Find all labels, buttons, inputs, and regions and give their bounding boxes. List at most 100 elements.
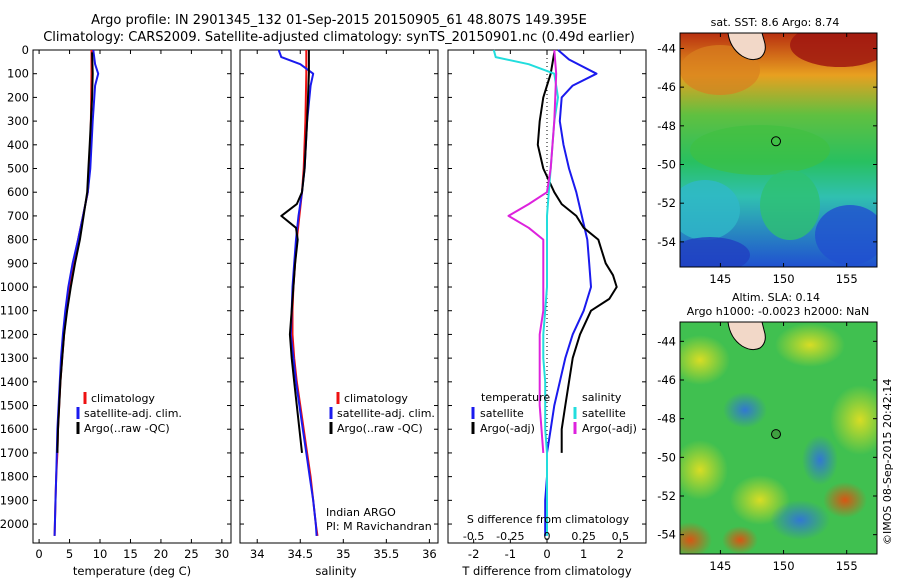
x-tick-label: 15 — [123, 547, 138, 561]
x-tick-label: 34 — [250, 547, 265, 561]
s-difference-ticks: -0.5 -0.25 0 0.25 0.5 — [463, 530, 629, 543]
y-tick-label: 1300 — [0, 351, 29, 365]
x-tick-label: 10 — [93, 547, 108, 561]
argo-location-marker — [771, 429, 781, 440]
y-tick-label: 1700 — [0, 446, 29, 460]
x-tick-label: 25 — [184, 547, 199, 561]
sla-map-frame — [679, 321, 878, 555]
sla-map-title: Altim. SLA: 0.14 — [732, 291, 820, 304]
sst-map-ticks: 145 150 155 -44 -46 -48 -50 -52 -54 — [657, 33, 877, 286]
legend-group-temperature: temperature — [481, 391, 550, 404]
map-x-tick-label: 145 — [709, 272, 731, 286]
sst-heatmap — [680, 33, 877, 267]
legend-label-satellite: satellite-adj. clim. — [84, 407, 182, 420]
series-line-argo-raw-qc- — [280, 50, 310, 454]
salinity-series — [277, 49, 319, 537]
difference-panel: -2 -1 0 1 2 T difference from climatology S … — [447, 49, 647, 578]
salinity-legend: climatology satellite-adj. clim. Argo(..… — [329, 392, 435, 435]
y-tick-label: 400 — [7, 138, 29, 152]
temperature-axes-frame — [32, 49, 232, 544]
series-line-satellite-adj-clim- — [53, 49, 100, 536]
x-tick-label: 36 — [422, 547, 437, 561]
map-x-tick-label: 145 — [709, 559, 731, 573]
legend-label-sal-satellite: satellite — [582, 407, 626, 420]
s-tick-label: -0.5 — [463, 530, 484, 543]
sst-map-frame — [679, 32, 878, 268]
legend-label-argo: Argo(..raw -QC) — [337, 422, 423, 435]
sst-map-title: sat. SST: 8.6 Argo: 8.74 — [711, 16, 840, 29]
sla-heatmap — [680, 322, 877, 554]
map-y-tick-label: -50 — [657, 450, 676, 464]
y-tick-label: 1400 — [0, 375, 29, 389]
y-tick-label: 2000 — [0, 517, 29, 531]
pi-annotation: PI: M Ravichandran — [326, 520, 432, 533]
map-y-tick-label: -48 — [657, 412, 676, 426]
x-tick-label: 5 — [66, 547, 73, 561]
legend-label-argo: Argo(..raw -QC) — [84, 422, 170, 435]
credit-stamp: ©IMOS 08-Sep-2015 20:42:14 — [881, 379, 894, 545]
salinity-panel: 34 34.5 35 35.5 36 salinity climatology sate… — [239, 49, 439, 578]
map-y-tick-label: -54 — [657, 235, 676, 249]
y-tick-label: 700 — [7, 209, 29, 223]
legend-group-salinity: salinity — [582, 391, 622, 404]
map-y-tick-label: -44 — [657, 334, 676, 348]
y-tick-label: 1100 — [0, 304, 29, 318]
difference-ticks: -2 -1 0 1 2 — [448, 49, 646, 561]
y-tick-label: 1000 — [0, 280, 29, 294]
salinity-axes-frame — [239, 49, 439, 544]
y-tick-label: 300 — [7, 114, 29, 128]
sst-map-panel: sat. SST: 8.6 Argo: 8.74 145 150 155 -44 -46… — [657, 16, 878, 286]
map-y-tick-label: -46 — [657, 80, 676, 94]
salinity-xlabel: salinity — [315, 564, 356, 578]
x-tick-label: 30 — [215, 547, 230, 561]
sla-map-subtitle: Argo h1000: -0.0023 h2000: NaN — [687, 305, 870, 318]
temperature-xlabel: temperature (deg C) — [73, 564, 191, 578]
institution-annotation: Indian ARGO — [326, 506, 396, 519]
y-tick-label: 100 — [7, 67, 29, 81]
map-y-tick-label: -52 — [657, 489, 676, 503]
y-tick-label: 1500 — [0, 399, 29, 413]
y-tick-label: 1200 — [0, 327, 29, 341]
map-y-tick-label: -54 — [657, 528, 676, 542]
series-line-climatology — [291, 50, 319, 537]
sla-map-ticks: 145 150 155 -44 -46 -48 -50 -52 -54 — [657, 322, 877, 573]
difference-series — [492, 49, 618, 536]
series-line-temperature-satellite — [544, 49, 598, 536]
x-tick-label: 1 — [580, 547, 587, 561]
series-line-climatology — [53, 50, 93, 536]
y-tick-label: 800 — [7, 233, 29, 247]
legend-label-temp-satellite: satellite — [480, 407, 524, 420]
map-y-tick-label: -52 — [657, 196, 676, 210]
temperature-ticks: 0 5 10 15 20 25 300100200300400500600700800900… — [0, 43, 231, 561]
map-y-tick-label: -44 — [657, 41, 676, 55]
x-tick-label: 35.5 — [374, 547, 400, 561]
map-y-tick-label: -50 — [657, 158, 676, 172]
series-line-temperature-argo-adj- — [536, 52, 618, 453]
series-line-salinity-satellite — [492, 49, 559, 536]
y-tick-label: 500 — [7, 162, 29, 176]
y-tick-label: 900 — [7, 256, 29, 270]
map-x-tick-label: 155 — [836, 559, 858, 573]
y-tick-label: 0 — [22, 43, 29, 57]
series-line-satellite-adj-clim- — [277, 49, 318, 536]
map-y-tick-label: -46 — [657, 373, 676, 387]
sla-map-panel: Altim. SLA: 0.14 Argo h1000: -0.0023 h20… — [657, 291, 878, 573]
legend-label-climatology: climatology — [91, 392, 155, 405]
map-x-tick-label: 150 — [773, 559, 795, 573]
y-tick-label: 1800 — [0, 470, 29, 484]
legend-label-climatology: climatology — [344, 392, 408, 405]
legend-label-sal-argo: Argo(-adj) — [582, 422, 637, 435]
temperature-panel: 0 5 10 15 20 25 300100200300400500600700800900… — [0, 43, 232, 578]
x-tick-label: 2 — [617, 547, 624, 561]
t-difference-xlabel: T difference from climatology — [461, 564, 632, 578]
x-tick-label: -1 — [505, 547, 516, 561]
y-tick-label: 1600 — [0, 422, 29, 436]
header-line-2: Climatology: CARS2009. Satellite-adjuste… — [43, 30, 635, 45]
x-tick-label: 34.5 — [287, 547, 313, 561]
s-tick-label: 0 — [544, 530, 551, 543]
temperature-legend: climatology satellite-adj. clim. Argo(..… — [76, 392, 182, 435]
s-tick-label: 0.5 — [612, 530, 630, 543]
x-tick-label: 0 — [543, 547, 550, 561]
temperature-series — [53, 49, 100, 536]
difference-legend: temperature satellite Argo(-adj) salinit… — [471, 391, 637, 435]
